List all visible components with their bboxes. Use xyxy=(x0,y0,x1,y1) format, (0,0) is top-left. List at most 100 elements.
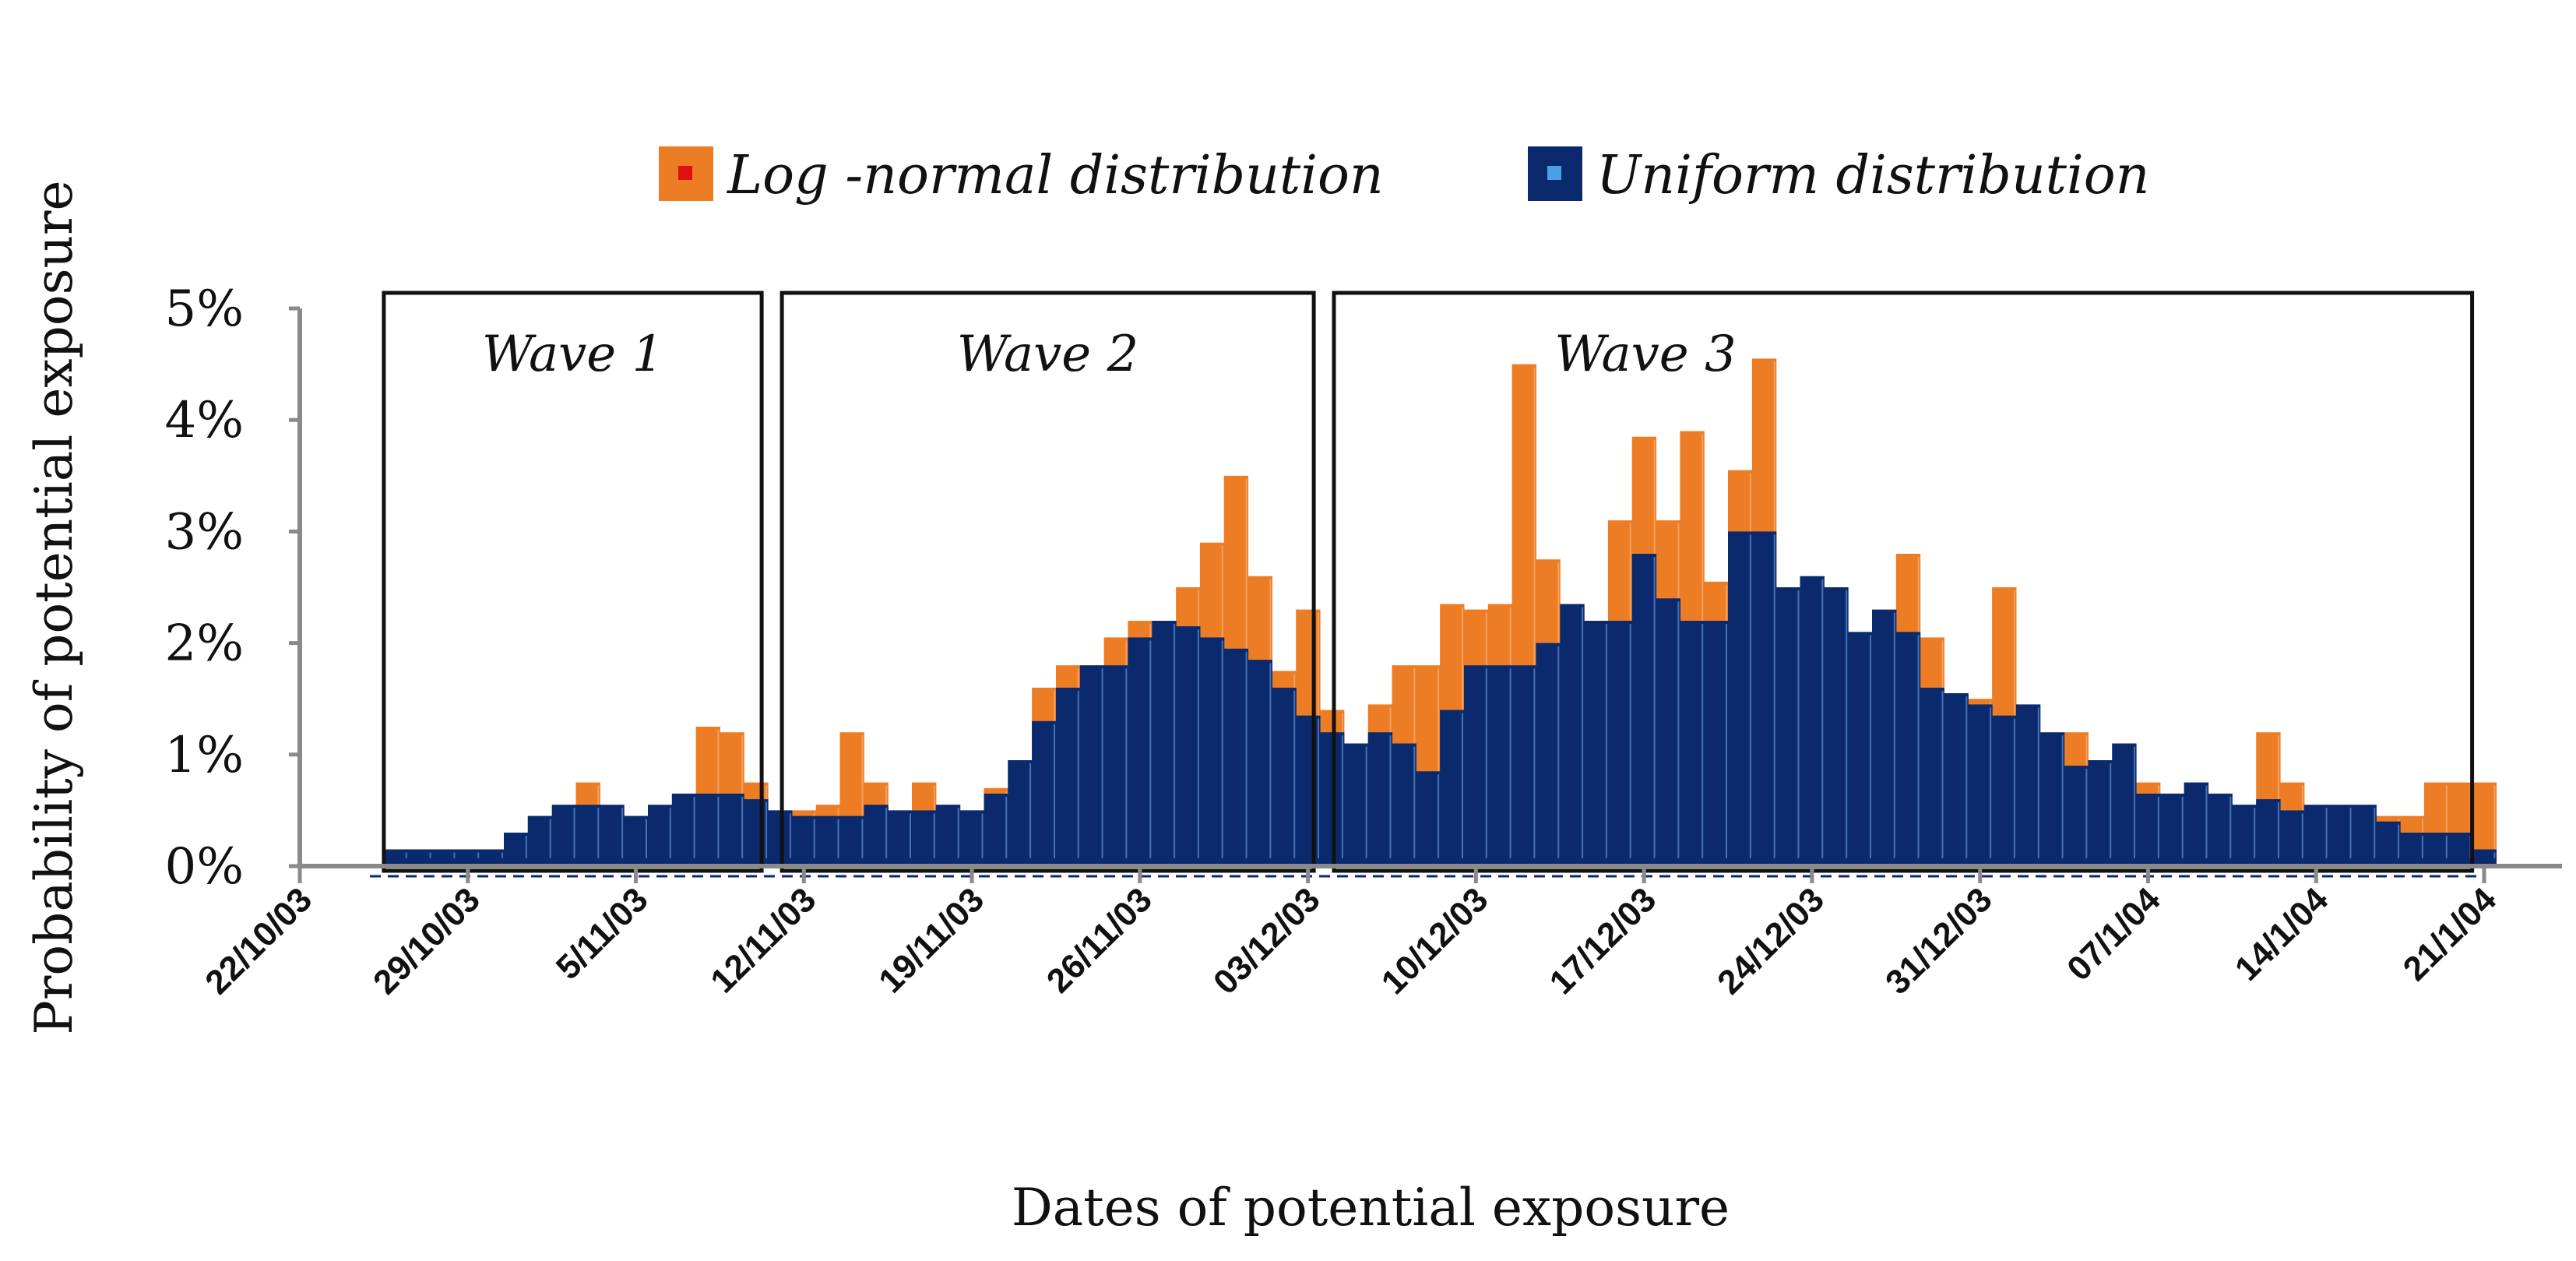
wave-label: Wave 3 xyxy=(1554,326,1736,383)
bar xyxy=(1392,743,1416,866)
bar xyxy=(456,849,480,866)
bar xyxy=(1920,687,1944,866)
bar xyxy=(551,805,577,866)
bar xyxy=(2328,805,2353,866)
bar xyxy=(2136,793,2161,866)
bar xyxy=(1704,621,1729,866)
x-tick-label: 5/11/03 xyxy=(549,880,656,987)
y-tick-label: 3% xyxy=(164,503,244,561)
x-tick-label: 14/1/04 xyxy=(2228,880,2336,988)
x-axis: 22/10/03 29/10/03 5/11/03 12/11/03 19/11/03 2… xyxy=(198,864,2562,1002)
wave-box xyxy=(1332,291,2475,873)
legend-label-uniform: Uniform distribution xyxy=(1596,145,2149,206)
bar xyxy=(1680,621,1705,866)
bar xyxy=(1728,531,1753,866)
x-tick-label: 31/12/03 xyxy=(1878,880,2000,1002)
bar xyxy=(1056,687,1081,866)
bar xyxy=(480,849,505,866)
bar xyxy=(2352,805,2377,866)
bar xyxy=(1800,576,1825,866)
bar xyxy=(671,793,697,866)
bar xyxy=(2280,810,2305,866)
bar xyxy=(1248,660,1272,866)
bar xyxy=(1536,643,1561,866)
bar xyxy=(1631,554,1657,866)
bar xyxy=(984,793,1008,866)
bar xyxy=(2088,760,2113,866)
bar xyxy=(2232,805,2257,866)
legend: Log -normal distribution Uniform distrib… xyxy=(659,145,2149,206)
wave-label: Wave 2 xyxy=(957,326,1138,383)
y-tick-label: 0% xyxy=(164,838,244,896)
bar xyxy=(744,799,769,866)
bar xyxy=(2423,833,2449,866)
bar xyxy=(527,815,553,866)
bar xyxy=(431,849,456,866)
bar xyxy=(1656,598,1680,866)
x-tick-label: 26/11/03 xyxy=(1040,880,1160,1000)
bar xyxy=(935,805,961,866)
legend-label-lognormal: Log -normal distribution xyxy=(726,145,1384,206)
wave-box xyxy=(779,291,1316,873)
x-tick-label: 21/1/04 xyxy=(2396,880,2504,988)
bar xyxy=(2256,799,2281,866)
y-tick-label: 5% xyxy=(164,280,244,338)
bar xyxy=(815,815,841,866)
bar xyxy=(1464,665,1489,866)
wave-box xyxy=(382,291,764,873)
bar xyxy=(1367,732,1393,866)
bar xyxy=(2112,743,2137,866)
bar xyxy=(959,810,985,866)
legend-swatch-uniform-inner xyxy=(1547,166,1561,180)
wave-annotations: Wave 1 Wave 2 Wave 3 xyxy=(382,291,2475,873)
y-axis: 0% 1% 2% 3% 4% 5% xyxy=(164,280,302,896)
bar xyxy=(912,810,937,866)
bar xyxy=(383,849,409,866)
bar xyxy=(2159,793,2185,866)
bar xyxy=(695,793,720,866)
bar xyxy=(2039,732,2065,866)
bar xyxy=(1128,637,1153,866)
bar xyxy=(1775,587,1801,866)
bar xyxy=(720,793,744,866)
bar xyxy=(2303,805,2329,866)
bar xyxy=(2064,766,2089,866)
bar xyxy=(839,815,864,866)
bar xyxy=(1968,704,1993,866)
bar xyxy=(2208,793,2233,866)
bar xyxy=(1008,760,1033,866)
bar xyxy=(2400,833,2425,866)
bar xyxy=(1751,531,1777,866)
bar xyxy=(2015,704,2041,866)
bar xyxy=(888,810,913,866)
y-tick-label: 2% xyxy=(164,615,244,673)
bar xyxy=(1440,710,1465,866)
bar xyxy=(1343,743,1369,866)
bar xyxy=(575,805,600,866)
x-tick-label: 19/11/03 xyxy=(871,880,991,1000)
x-tick-label: 12/11/03 xyxy=(703,880,823,1000)
x-tick-label: 17/12/03 xyxy=(1543,880,1664,1002)
bar xyxy=(1079,665,1105,866)
bar xyxy=(1032,720,1057,866)
bar xyxy=(1992,715,2017,866)
bar xyxy=(504,833,529,866)
bar xyxy=(624,815,649,866)
bar xyxy=(407,849,433,866)
x-tick-label: 10/12/03 xyxy=(1374,880,1496,1002)
x-tick-label: 24/12/03 xyxy=(1710,880,1832,1002)
legend-swatch-lognormal-inner xyxy=(678,166,692,180)
bar xyxy=(1560,604,1585,866)
bar xyxy=(648,805,673,866)
bar xyxy=(1272,687,1297,866)
bar xyxy=(1199,637,1225,866)
y-axis-title: Probability of potential exposure xyxy=(24,180,84,1034)
wave-label: Wave 1 xyxy=(482,326,663,383)
bar xyxy=(1511,665,1536,866)
bar xyxy=(1487,665,1513,866)
bar xyxy=(1607,621,1633,866)
bar xyxy=(1296,715,1321,866)
bar xyxy=(1223,648,1249,866)
bar xyxy=(1584,621,1609,866)
bar xyxy=(1848,632,1873,866)
